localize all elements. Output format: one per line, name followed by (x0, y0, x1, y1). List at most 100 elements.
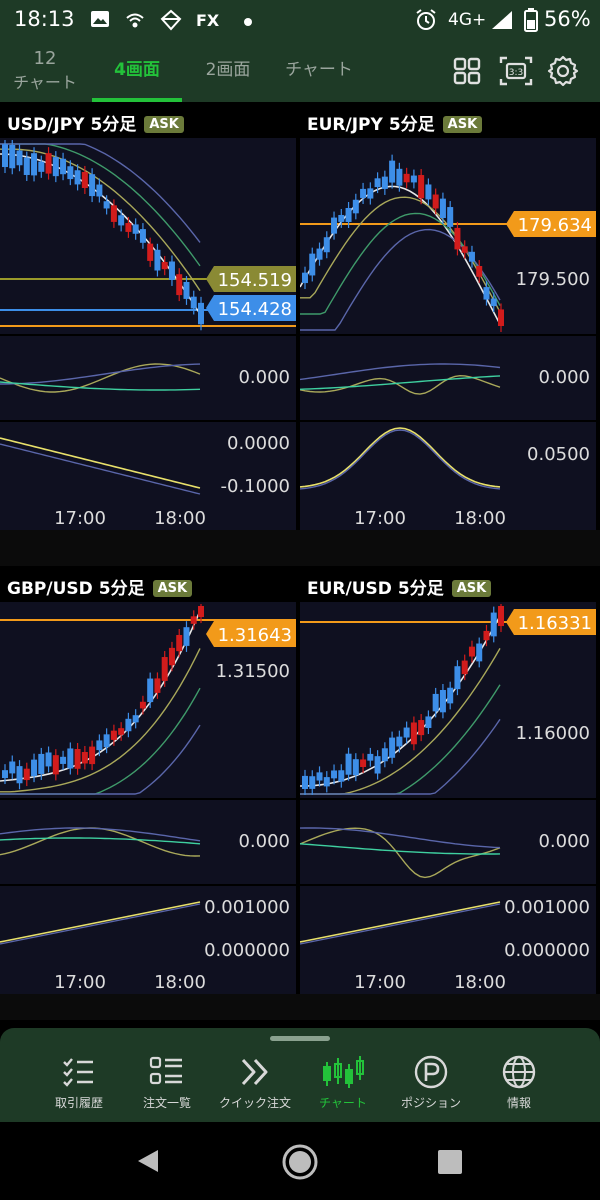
back-icon[interactable] (134, 1146, 164, 1176)
drag-handle[interactable] (270, 1036, 330, 1041)
time-label: 17:00 (354, 972, 406, 993)
candle (132, 224, 139, 234)
candle (118, 215, 125, 226)
candle (454, 227, 461, 250)
price-tag-label: 154.428 (218, 299, 292, 320)
oscillator-line (0, 363, 201, 393)
ask-badge[interactable]: ASK (152, 580, 193, 597)
oscillator2-line (0, 443, 201, 495)
tab-2screen[interactable]: 2画面 (205, 60, 251, 80)
candle (198, 302, 204, 325)
candle (103, 201, 110, 209)
moving-average-line (0, 724, 201, 795)
nav-label: 情報 (506, 1096, 531, 1110)
candle (468, 251, 475, 262)
nav-label: 注文一覧 (142, 1096, 191, 1110)
top-tab-bar: 12 チャート 4画面 2画面 チャート 3:3 (0, 42, 600, 102)
oscillator-area (0, 800, 296, 884)
panel-eurjpy[interactable]: EUR/JPY 5分足 ASK 179.634 179.500 0.000 0.0500 1… (300, 102, 600, 530)
candle (45, 752, 52, 767)
quick-order-icon (241, 1058, 268, 1086)
price-tag-label: 154.519 (218, 270, 292, 291)
candle (89, 746, 96, 765)
recents-icon[interactable] (436, 1148, 464, 1176)
home-icon[interactable] (280, 1142, 320, 1182)
oscillator2-line (300, 901, 501, 943)
active-tab-indicator (92, 98, 182, 102)
time-label: 17:00 (54, 508, 106, 529)
candle (31, 153, 38, 176)
chart-eurusd[interactable]: 1.16331 1.16000 0.000 0.001000 0.000000 17:00… (300, 602, 600, 994)
candle (309, 253, 316, 276)
candle (323, 237, 330, 253)
candle (381, 176, 388, 189)
chart-gbpusd[interactable]: 1.31643 1.31500 0.000 0.001000 0.000000 17:00… (0, 602, 300, 994)
time-axis (300, 494, 596, 530)
nav-quick-order[interactable]: クイック注文 (212, 1054, 298, 1118)
nav-position[interactable]: ポジション (388, 1054, 474, 1118)
candle (154, 678, 161, 693)
pair-name: EUR/USD (307, 579, 392, 599)
chart-usdjpy[interactable]: 154.519 154.428 0.000 0.0000 -0.1000 17:00 18:… (0, 138, 300, 530)
order-list-icon (149, 1056, 182, 1085)
panel-header: USD/JPY 5分足 ASK (0, 102, 300, 138)
ask-badge[interactable]: ASK (442, 116, 483, 133)
oscillator2-line (0, 437, 201, 489)
nav-label: チャート (319, 1096, 367, 1110)
candlestick-icon (323, 1056, 364, 1088)
battery-icon (524, 8, 538, 37)
candle (132, 715, 139, 723)
ask-badge[interactable]: ASK (144, 116, 184, 133)
candle (454, 666, 461, 690)
candle (447, 207, 454, 227)
candle (190, 296, 197, 309)
candle (498, 606, 504, 627)
settings-icon[interactable] (546, 54, 580, 88)
candle (16, 766, 23, 784)
candle (367, 753, 374, 761)
candle (302, 272, 308, 284)
candle (490, 298, 497, 307)
ask-badge[interactable]: ASK (451, 580, 492, 597)
candle (403, 727, 410, 738)
candle (67, 166, 74, 180)
chart-eurjpy[interactable]: 179.634 179.500 0.000 0.0500 17:00 18:00 (300, 138, 600, 530)
panel-eurusd[interactable]: EUR/USD 5分足 ASK 1.16331 1.16000 0.000 0.00100… (300, 566, 600, 994)
oscillator-line (300, 827, 501, 849)
oscillator2-area (300, 886, 596, 958)
tab-chart[interactable]: チャート (285, 60, 353, 80)
time-axis (300, 958, 596, 994)
nav-history[interactable]: 取引履歴 (36, 1054, 122, 1118)
candle (9, 761, 16, 774)
candle (110, 730, 117, 740)
panel-usdjpy[interactable]: USD/JPY 5分足 ASK 154.519 154.428 0.000 0.0000 -… (0, 102, 300, 530)
screen-icon[interactable]: 3:3 (498, 54, 533, 88)
nav-info[interactable]: 情報 (476, 1054, 562, 1118)
nav-chart[interactable]: チャート (300, 1054, 386, 1118)
candle (2, 144, 8, 168)
position-icon (414, 1055, 448, 1089)
tab-4screen[interactable]: 4画面 (114, 60, 160, 80)
pair-name: USD/JPY (7, 115, 85, 135)
candle (389, 160, 396, 183)
candle (81, 752, 88, 764)
tab-chart-count[interactable]: 12 チャート (6, 42, 84, 102)
candle (52, 755, 59, 775)
nav-label: クイック注文 (218, 1096, 291, 1110)
candle (154, 249, 161, 271)
panel-gbpusd[interactable]: GBP/USD 5分足 ASK 1.31643 1.31500 0.000 0.00100… (0, 566, 300, 994)
oscillator2-value: 0.000000 (204, 940, 290, 961)
candle (367, 188, 374, 199)
oscillator2-area (0, 422, 296, 494)
candle (168, 647, 175, 666)
candle (161, 657, 168, 681)
candle (23, 768, 30, 781)
panel-header: GBP/USD 5分足 ASK (0, 566, 300, 602)
candle (360, 188, 367, 198)
moving-average-line (0, 148, 201, 291)
price-axis-label: 1.16000 (516, 723, 590, 744)
grid-icon[interactable] (450, 54, 484, 88)
time-label: 17:00 (54, 972, 106, 993)
nav-orders[interactable]: 注文一覧 (124, 1054, 210, 1118)
system-nav (0, 1122, 600, 1200)
